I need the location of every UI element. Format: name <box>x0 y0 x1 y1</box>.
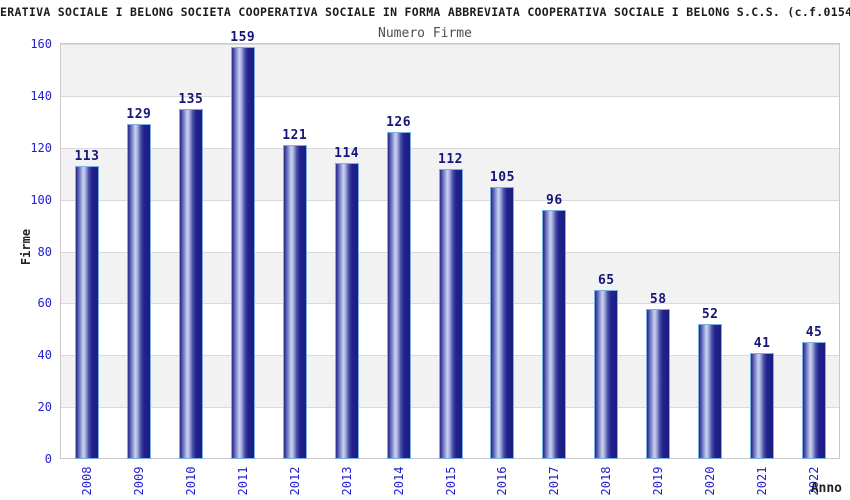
plot-area <box>60 43 840 459</box>
bar <box>698 324 723 459</box>
x-tick-label: 2019 <box>651 466 666 496</box>
bar <box>438 168 463 459</box>
y-tick-label: 100 <box>30 192 52 207</box>
bar <box>386 132 411 459</box>
x-tick-label: 2013 <box>339 466 354 496</box>
gridline <box>61 96 840 97</box>
bar-value-label: 159 <box>230 29 256 45</box>
bar-value-label: 113 <box>74 148 100 164</box>
y-tick-label: 120 <box>30 140 52 155</box>
x-tick-label: 2018 <box>599 466 614 496</box>
bar-value-label: 45 <box>805 325 823 341</box>
y-tick-label: 160 <box>30 37 52 51</box>
bar-value-label: 112 <box>438 151 463 167</box>
y-tick-label: 80 <box>37 244 52 259</box>
bar-value-label: 58 <box>649 291 667 307</box>
bar <box>750 352 775 459</box>
bar <box>646 308 671 459</box>
bar <box>282 145 307 459</box>
bar <box>334 163 359 459</box>
x-axis-title: Anno <box>810 481 842 496</box>
bar <box>74 165 99 459</box>
bar <box>594 290 619 459</box>
bar-value-label: 121 <box>282 128 308 144</box>
bar <box>230 46 255 459</box>
chart-subtitle: Numero Firme <box>378 26 472 41</box>
x-tick-label: 2010 <box>183 466 198 496</box>
bar-value-label: 126 <box>386 115 412 131</box>
chart-title: ERATIVA SOCIALE I BELONG SOCIETA COOPERA… <box>0 5 850 19</box>
bar <box>126 124 151 459</box>
x-tick-label: 2009 <box>131 466 146 496</box>
bar-value-label: 65 <box>597 273 615 289</box>
x-tick-label: 2016 <box>495 466 510 496</box>
x-tick-label: 2012 <box>287 466 302 496</box>
bar <box>490 186 515 459</box>
y-tick-label: 40 <box>37 348 52 363</box>
x-tick-label: 2021 <box>755 466 770 496</box>
x-tick-label: 2017 <box>547 466 562 496</box>
x-tick-label: 2015 <box>443 466 458 496</box>
y-tick-label: 140 <box>30 88 52 103</box>
bar-value-label: 135 <box>178 91 204 107</box>
bar <box>802 342 827 459</box>
x-tick-label: 2011 <box>235 466 250 496</box>
x-tick-label: 2008 <box>79 466 94 496</box>
bar-value-label: 105 <box>489 169 515 185</box>
bar-value-label: 41 <box>753 335 771 351</box>
bar-value-label: 52 <box>701 307 719 323</box>
y-tick-label: 60 <box>37 296 52 311</box>
y-tick-label: 20 <box>37 400 52 415</box>
gridline <box>61 148 840 149</box>
gridline <box>61 44 840 45</box>
bar-value-label: 114 <box>334 146 360 162</box>
x-tick-label: 2020 <box>703 466 718 496</box>
x-tick-label: 2014 <box>391 466 406 496</box>
bar <box>178 108 203 459</box>
y-tick-label: 0 <box>44 452 52 466</box>
bar-value-label: 96 <box>546 193 563 208</box>
bar-value-label: 129 <box>126 107 152 123</box>
bar <box>542 210 567 459</box>
plot-band <box>61 44 840 96</box>
